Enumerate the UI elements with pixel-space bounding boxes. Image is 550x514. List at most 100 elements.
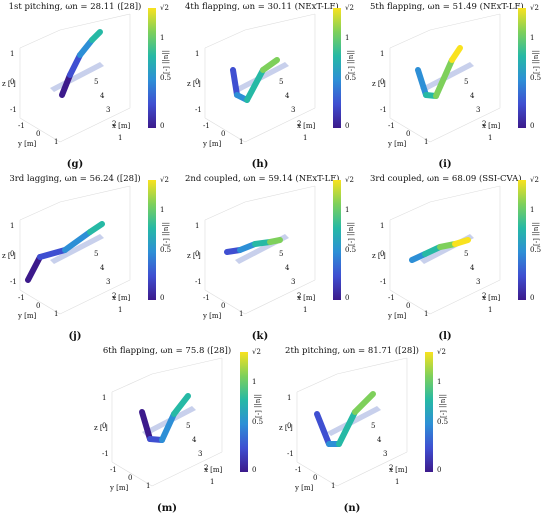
z-axis-label: z [-] <box>372 80 386 88</box>
z-tick-label: 1 <box>195 222 199 230</box>
z-axis-label: z [-] <box>2 80 16 88</box>
z-tick-label: -1 <box>10 106 17 114</box>
colorbar-tick-label: 1 <box>345 34 350 42</box>
x-tick-label: 2 <box>389 464 393 472</box>
x-tick-label: 5 <box>94 250 98 258</box>
x-tick-label: 3 <box>291 278 295 286</box>
x-axis-label: x [m] <box>204 466 223 474</box>
colorbar-tick-label: 1 <box>437 378 442 386</box>
mode-shape-segment <box>62 229 93 253</box>
y-tick-label: 0 <box>406 302 410 310</box>
panel-label: (h) <box>251 159 269 170</box>
colorbar-tick-label: 1 <box>160 206 165 214</box>
axis-grid-line <box>244 13 316 31</box>
mode-shape-segment <box>260 57 280 73</box>
z-tick-label: 0 <box>380 78 384 86</box>
x-tick-label: 2 <box>297 292 301 300</box>
mode-shape-segment <box>139 409 153 442</box>
panel-title: 5th flapping, ωn = 51.49 (NExT-LF) <box>370 2 524 12</box>
y-tick-label: -1 <box>18 122 25 130</box>
colorbar <box>518 180 526 300</box>
colorbar-tick-label: √2 <box>345 4 354 12</box>
y-tick-label: -1 <box>295 466 302 474</box>
panel-label: (n) <box>343 503 361 514</box>
axis-grid-line <box>204 201 246 221</box>
y-tick-label: 1 <box>424 310 428 318</box>
z-tick-label: 0 <box>195 250 199 258</box>
axis-grid-line <box>204 117 246 143</box>
x-tick-label: 3 <box>383 450 387 458</box>
axis-grid-line <box>296 373 338 393</box>
colorbar-label: ||u|| [-] <box>162 50 170 74</box>
y-tick-label: 1 <box>54 310 58 318</box>
z-tick-label: -1 <box>380 106 387 114</box>
colorbar <box>518 8 526 128</box>
y-tick-label: 1 <box>239 310 243 318</box>
colorbar-tick-label: 1 <box>252 378 257 386</box>
x-tick-label: 1 <box>303 306 307 314</box>
x-axis-label: x [m] <box>482 294 501 302</box>
x-tick-label: 5 <box>279 250 283 258</box>
z-tick-label: -1 <box>102 450 109 458</box>
x-axis-label: x [m] <box>297 122 316 130</box>
panel-g: 1st pitching, ωn = 28.11 ([28]) z [-] 1 0 -1… <box>0 0 180 170</box>
axis-grid-line <box>336 451 408 487</box>
colorbar-tick-label: √2 <box>252 348 261 356</box>
z-tick-label: 1 <box>102 394 106 402</box>
x-tick-label: 4 <box>100 92 105 100</box>
mode-shape-segment <box>244 67 266 103</box>
x-tick-label: 2 <box>482 292 486 300</box>
colorbar <box>425 352 433 472</box>
mode-shape-segment <box>314 411 332 447</box>
mode-shape-segment <box>230 67 240 98</box>
y-tick-label: -1 <box>18 294 25 302</box>
z-axis-label: z [-] <box>372 252 386 260</box>
axis-grid-line <box>204 289 246 315</box>
z-tick-label: 0 <box>380 250 384 258</box>
x-tick-label: 2 <box>482 120 486 128</box>
colorbar-tick-label: 0.5 <box>160 246 172 254</box>
panel-m: 6th flapping, ωn = 75.8 ([28]) z [-] 1 0 -1 y… <box>92 344 272 514</box>
mode-shape-segment <box>171 393 191 417</box>
colorbar-tick-label: 1 <box>530 206 535 214</box>
x-tick-label: 1 <box>488 306 492 314</box>
y-axis-label: y [m] <box>387 312 407 320</box>
z-tick-label: 0 <box>102 422 106 430</box>
colorbar-tick-label: 0 <box>530 122 535 130</box>
x-tick-label: 3 <box>476 106 480 114</box>
y-axis-label: y [m] <box>109 484 129 492</box>
panel-title: 4th flapping, ωn = 30.11 (NExT-LF) <box>185 2 339 12</box>
x-tick-label: 5 <box>464 250 468 258</box>
mode-shape-segment <box>336 409 358 447</box>
panel-title: 1st pitching, ωn = 28.11 ([28]) <box>8 2 142 12</box>
axis-grid-line <box>111 461 153 487</box>
axis-grid-line <box>59 279 131 315</box>
x-tick-label: 5 <box>279 78 283 86</box>
z-axis-label: z [-] <box>187 252 201 260</box>
panel-label: (i) <box>438 159 452 170</box>
panel-h: 4th flapping, ωn = 30.11 (NExT-LF) z [-] 1… <box>185 0 365 170</box>
z-tick-label: 1 <box>195 50 199 58</box>
z-tick-label: -1 <box>10 278 17 286</box>
y-tick-label: 0 <box>128 474 132 482</box>
colorbar-tick-label: 0.5 <box>530 246 542 254</box>
y-axis-label: y [m] <box>17 140 37 148</box>
panel-n: 2th pitching, ωn = 81.71 ([28]) z [-] 1 0 -1… <box>277 344 457 514</box>
panel-title: 3rd coupled, ωn = 68.09 (SSI-CVA) <box>370 174 522 184</box>
mode-shape-segment <box>267 237 283 245</box>
mode-shape-segment <box>89 29 103 43</box>
panel-label: (j) <box>68 331 82 342</box>
x-tick-label: 1 <box>395 478 399 486</box>
y-tick-label: 1 <box>424 138 428 146</box>
colorbar-tick-label: 0 <box>160 122 165 130</box>
undeformed-blade <box>327 406 381 436</box>
axis-grid-line <box>204 29 246 49</box>
panel-l: 3rd coupled, ωn = 68.09 (SSI-CVA) z [-] 1 0… <box>370 172 550 342</box>
axis-grid-line <box>19 289 61 315</box>
y-tick-label: 0 <box>36 302 40 310</box>
x-tick-label: 2 <box>112 120 116 128</box>
